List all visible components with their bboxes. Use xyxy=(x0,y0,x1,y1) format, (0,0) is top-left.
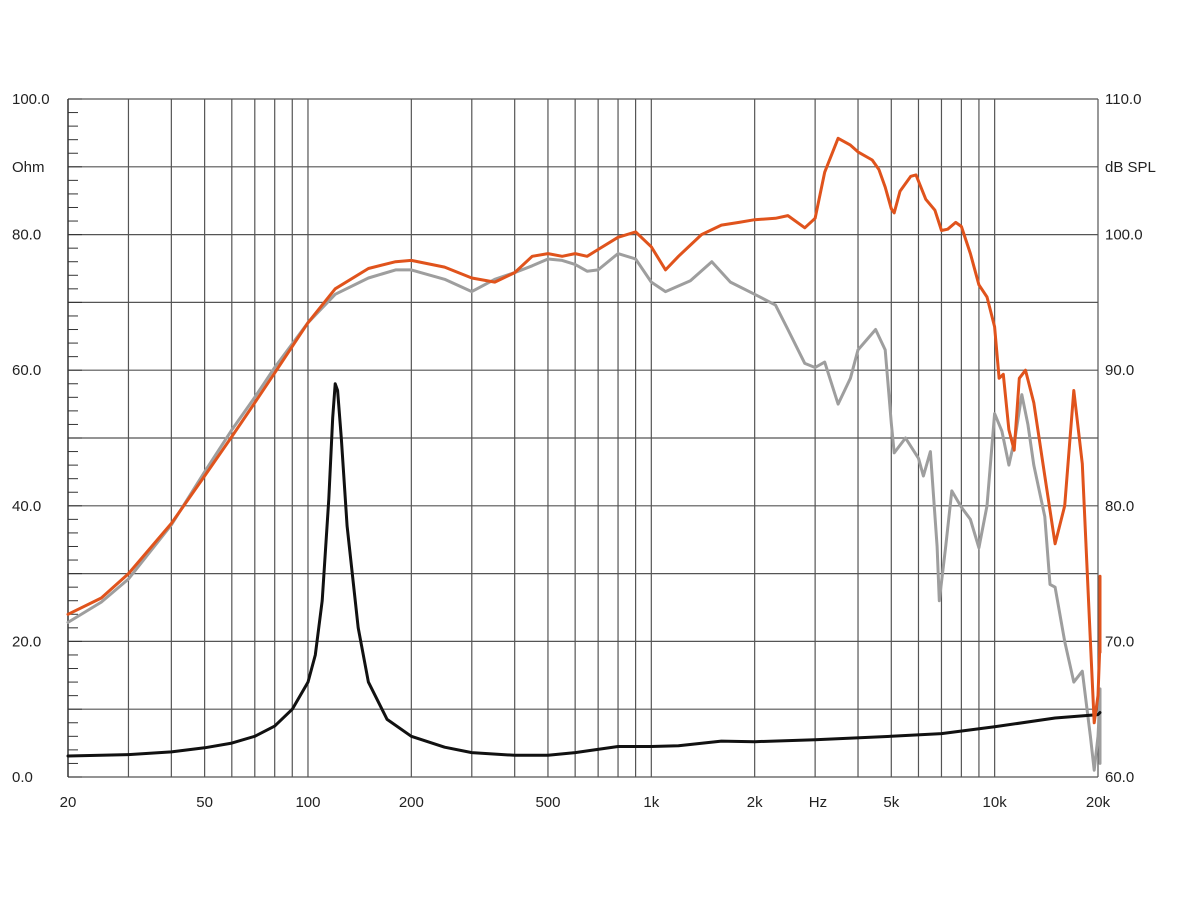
x-unit-label: Hz xyxy=(809,794,827,811)
grid xyxy=(67,98,1099,778)
x-tick-label: 5k xyxy=(883,794,899,811)
x-tick-label: 50 xyxy=(196,794,213,811)
x-tick-label: 2k xyxy=(747,794,763,811)
right-tick-label: 80.0 xyxy=(1105,498,1134,515)
left-tick-label: 0.0 xyxy=(12,769,33,786)
right-tick-label: 70.0 xyxy=(1105,633,1134,650)
left-tick-label: 100.0 xyxy=(12,91,50,108)
x-tick-label: 100 xyxy=(295,794,320,811)
right-tick-label: 100.0 xyxy=(1105,227,1143,244)
right-tick-label: 110.0 xyxy=(1105,91,1141,108)
right-tick-label: 90.0 xyxy=(1105,362,1134,379)
x-tick-label: 1k xyxy=(643,794,659,811)
axes xyxy=(67,98,82,778)
left-tick-label: 60.0 xyxy=(12,362,41,379)
x-tick-label: 500 xyxy=(535,794,560,811)
series-line-2 xyxy=(66,252,1102,772)
series-line-1 xyxy=(66,136,1102,725)
x-tick-label: 10k xyxy=(983,794,1008,811)
series-lines xyxy=(66,136,1102,772)
series-line-3 xyxy=(66,382,1102,758)
right-tick-label: 60.0 xyxy=(1105,769,1134,786)
left-tick-label: 80.0 xyxy=(12,227,41,244)
x-tick-label: 20 xyxy=(60,794,77,811)
x-tick-label: 200 xyxy=(399,794,424,811)
tick-labels: 0.0 20.0 40.0 60.0 80.0 100.0 Ohm 60.0 70.0 80.0 9… xyxy=(12,91,1156,811)
left-tick-label: 40.0 xyxy=(12,498,41,515)
x-tick-label: 20k xyxy=(1086,794,1111,811)
right-unit-label: dB SPL xyxy=(1105,159,1156,176)
left-tick-label: 20.0 xyxy=(12,633,41,650)
left-unit-label: Ohm xyxy=(12,159,45,176)
